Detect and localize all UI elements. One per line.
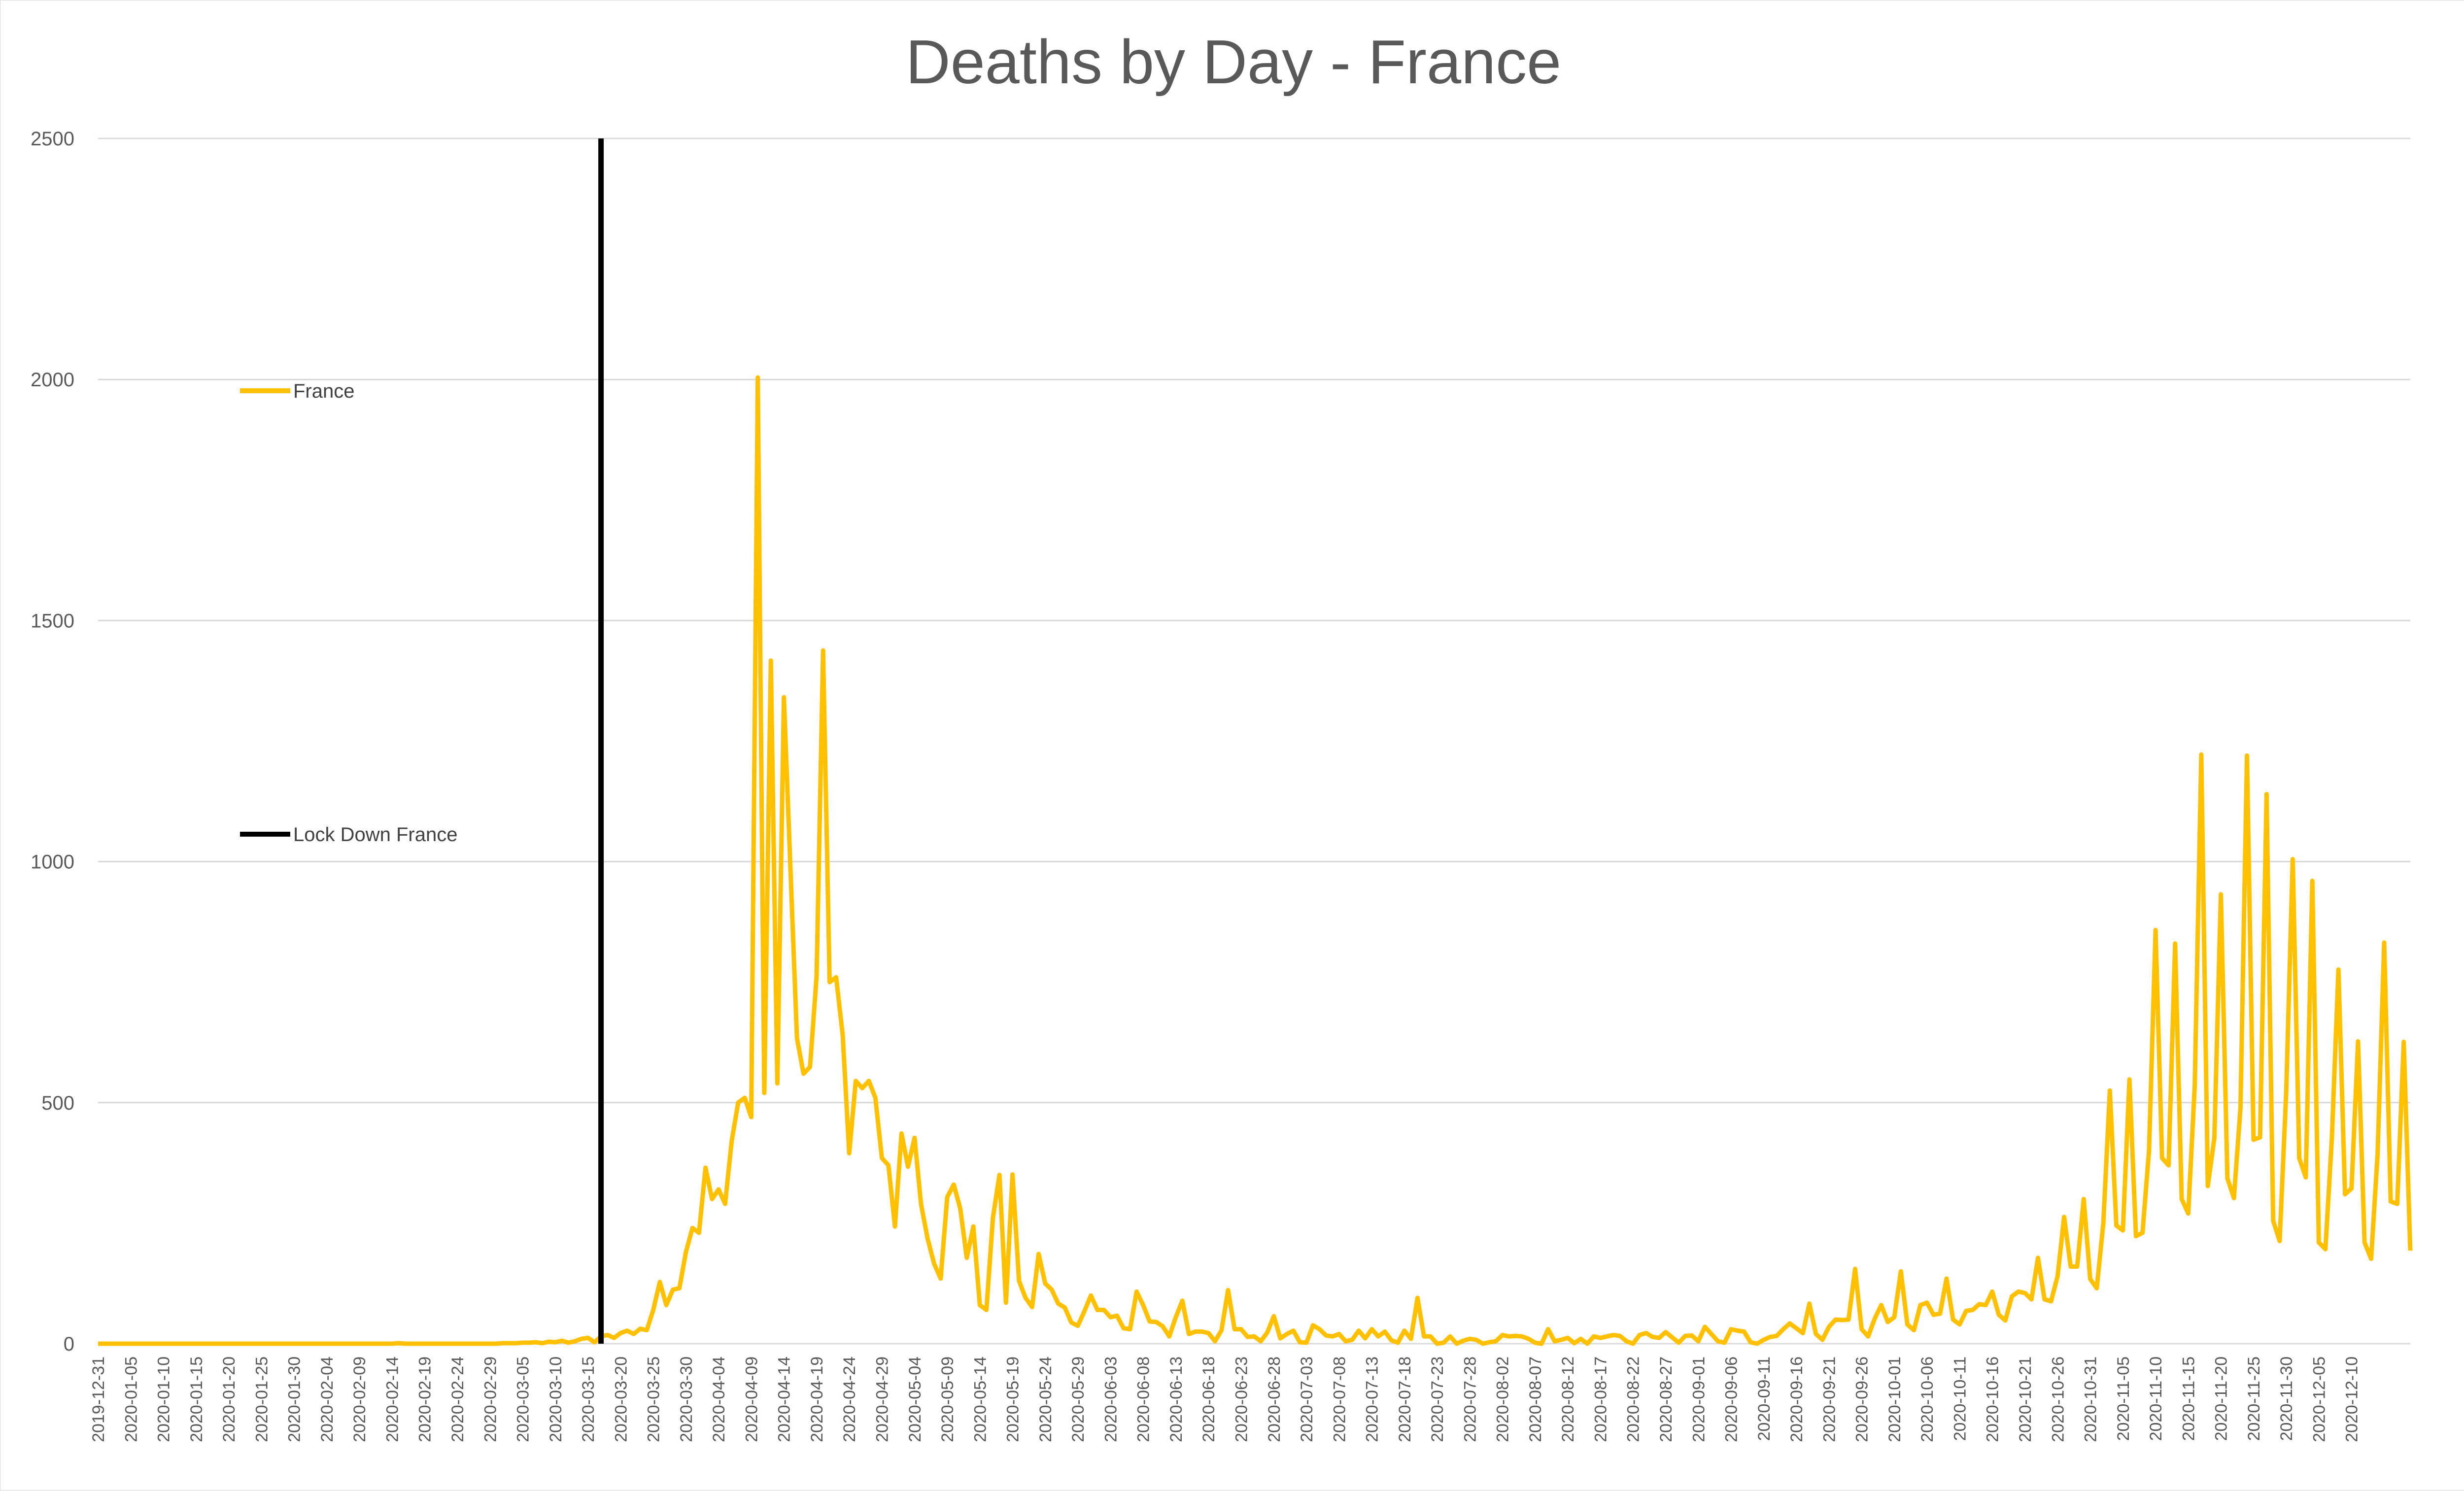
x-tick-label: 2020-12-10 bbox=[2343, 1356, 2361, 1442]
x-tick-label: 2020-08-12 bbox=[1559, 1356, 1577, 1442]
x-tick-label: 2020-03-10 bbox=[547, 1356, 565, 1442]
x-tick-label: 2020-04-24 bbox=[840, 1356, 859, 1442]
x-tick-label: 2020-09-16 bbox=[1787, 1356, 1806, 1442]
series-layer bbox=[98, 138, 2413, 1346]
x-tick-label: 2020-07-03 bbox=[1298, 1356, 1316, 1442]
x-tick-label: 2020-01-05 bbox=[122, 1356, 140, 1442]
x-tick-label: 2020-03-05 bbox=[514, 1356, 533, 1442]
x-tick-label: 2020-02-24 bbox=[448, 1356, 467, 1442]
france-series-line bbox=[98, 375, 2413, 1346]
x-tick-label: 2020-09-21 bbox=[1820, 1356, 1839, 1442]
y-tick-label: 1500 bbox=[31, 610, 74, 632]
x-tick-label: 2020-07-13 bbox=[1363, 1356, 1382, 1442]
x-tick-label: 2020-05-14 bbox=[971, 1356, 990, 1442]
x-tick-label: 2020-04-14 bbox=[775, 1356, 794, 1442]
x-tick-label: 2020-03-30 bbox=[677, 1356, 696, 1442]
x-tick-label: 2020-05-09 bbox=[938, 1356, 957, 1442]
x-tick-label: 2020-01-30 bbox=[285, 1356, 304, 1442]
x-tick-label: 2020-08-22 bbox=[1624, 1356, 1643, 1442]
y-tick-label: 2500 bbox=[31, 128, 74, 150]
x-tick-label: 2020-09-06 bbox=[1722, 1356, 1741, 1442]
x-tick-label: 2020-06-03 bbox=[1101, 1356, 1120, 1442]
x-tick-label: 2020-05-04 bbox=[906, 1356, 924, 1442]
x-tick-label: 2020-01-10 bbox=[155, 1356, 173, 1442]
x-tick-label: 2020-06-28 bbox=[1265, 1356, 1284, 1442]
y-tick-label: 0 bbox=[64, 1333, 74, 1355]
x-tick-label: 2020-02-09 bbox=[350, 1356, 369, 1442]
x-tick-label: 2020-05-29 bbox=[1069, 1356, 1088, 1442]
x-tick-label: 2020-06-13 bbox=[1167, 1356, 1186, 1442]
x-tick-label: 2020-11-05 bbox=[2114, 1356, 2133, 1441]
x-tick-label: 2020-09-01 bbox=[1689, 1356, 1708, 1442]
x-tick-label: 2020-01-25 bbox=[252, 1356, 271, 1442]
x-tick-label: 2020-05-24 bbox=[1036, 1356, 1055, 1442]
x-tick-label: 2020-11-25 bbox=[2245, 1356, 2263, 1441]
x-tick-label: 2019-12-31 bbox=[89, 1356, 108, 1442]
x-tick-label: 2020-10-06 bbox=[1918, 1356, 1937, 1442]
y-tick-label: 2000 bbox=[31, 369, 74, 391]
y-axis-ticks: 0 500 1000 1500 2000 2500 bbox=[31, 128, 74, 1355]
x-tick-label: 2020-11-20 bbox=[2212, 1356, 2231, 1441]
x-tick-label: 2020-06-08 bbox=[1134, 1356, 1153, 1442]
x-tick-label: 2020-03-25 bbox=[645, 1356, 663, 1442]
x-tick-label: 2020-04-04 bbox=[710, 1356, 728, 1442]
x-tick-label: 2020-02-19 bbox=[416, 1356, 435, 1442]
y-tick-label: 1000 bbox=[31, 851, 74, 873]
x-tick-label: 2020-07-23 bbox=[1428, 1356, 1447, 1442]
gridlines bbox=[98, 137, 2410, 1345]
x-tick-label: 2020-04-29 bbox=[873, 1356, 892, 1442]
x-tick-label: 2020-11-10 bbox=[2147, 1356, 2165, 1441]
x-tick-label: 2020-10-21 bbox=[2016, 1356, 2035, 1442]
x-tick-label: 2020-06-23 bbox=[1232, 1356, 1251, 1442]
x-tick-label: 2020-04-09 bbox=[742, 1356, 761, 1442]
x-tick-label: 2020-01-20 bbox=[220, 1356, 239, 1442]
x-tick-label: 2020-08-07 bbox=[1526, 1356, 1545, 1442]
chart-title: Deaths by Day - France bbox=[906, 27, 1562, 97]
x-tick-label: 2020-07-28 bbox=[1461, 1356, 1479, 1442]
x-tick-label: 2020-10-11 bbox=[1951, 1356, 1969, 1441]
x-tick-label: 2020-09-26 bbox=[1853, 1356, 1872, 1442]
y-tick-label: 500 bbox=[41, 1092, 74, 1114]
legend: France Lock Down France bbox=[240, 380, 457, 846]
x-tick-label: 2020-06-18 bbox=[1199, 1356, 1218, 1442]
legend-label-lockdown: Lock Down France bbox=[293, 824, 457, 846]
x-tick-label: 2020-10-16 bbox=[1984, 1356, 2002, 1442]
x-tick-label: 2020-10-31 bbox=[2082, 1356, 2100, 1442]
x-tick-label: 2020-04-19 bbox=[808, 1356, 826, 1442]
x-tick-label: 2020-03-20 bbox=[612, 1356, 630, 1442]
x-tick-label: 2020-11-15 bbox=[2179, 1356, 2198, 1441]
x-tick-label: 2020-08-02 bbox=[1494, 1356, 1512, 1442]
x-tick-label: 2020-07-08 bbox=[1330, 1356, 1349, 1442]
x-tick-label: 2020-02-29 bbox=[481, 1356, 500, 1442]
x-tick-label: 2020-11-30 bbox=[2277, 1356, 2296, 1441]
x-tick-label: 2020-10-01 bbox=[1885, 1356, 1904, 1442]
legend-label-france: France bbox=[293, 380, 355, 402]
x-tick-label: 2020-03-15 bbox=[579, 1356, 598, 1442]
x-tick-label: 2020-07-18 bbox=[1396, 1356, 1414, 1442]
x-axis-ticks: 2019-12-31 2020-01-05 2020-01-10 2020-01-15… bbox=[89, 1356, 2361, 1442]
x-tick-label: 2020-08-17 bbox=[1591, 1356, 1610, 1442]
x-tick-label: 2020-02-04 bbox=[318, 1356, 337, 1442]
x-tick-label: 2020-09-11 bbox=[1755, 1356, 1774, 1441]
x-tick-label: 2020-05-19 bbox=[1004, 1356, 1023, 1442]
x-tick-label: 2020-10-26 bbox=[2049, 1356, 2067, 1442]
x-tick-label: 2020-08-27 bbox=[1657, 1356, 1676, 1442]
x-tick-label: 2020-12-05 bbox=[2310, 1356, 2328, 1442]
x-tick-label: 2020-02-14 bbox=[383, 1356, 402, 1442]
x-tick-label: 2020-01-15 bbox=[187, 1356, 206, 1442]
